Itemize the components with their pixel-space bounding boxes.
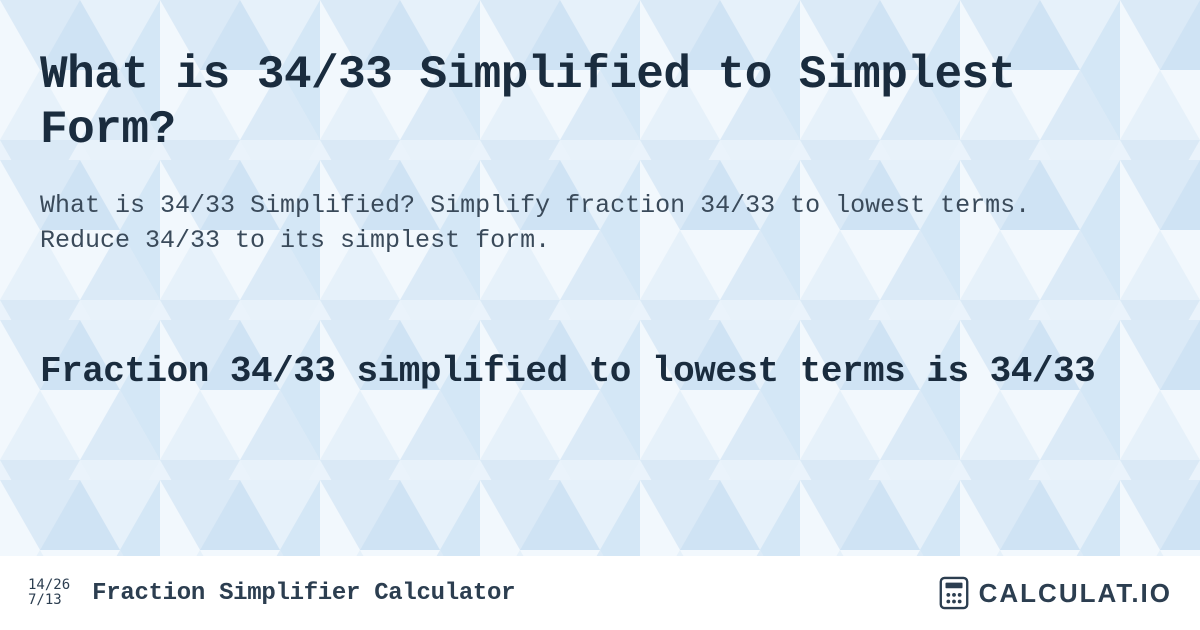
calculator-icon [937,576,971,610]
result-heading: Fraction 34/33 simplified to lowest term… [40,348,1160,397]
footer-title: Fraction Simplifier Calculator [92,580,515,607]
page-subtitle: What is 34/33 Simplified? Simplify fract… [40,188,1120,258]
main-content: What is 34/33 Simplified to Simplest For… [0,0,1200,397]
page-title: What is 34/33 Simplified to Simplest For… [40,48,1160,158]
footer-left: 14/26 7/13 Fraction Simplifier Calculato… [28,578,515,609]
brand: CALCULAT.IO [937,576,1172,610]
fraction-logo-top: 14/26 [28,578,70,593]
fraction-logo-bottom: 7/13 [28,593,70,608]
brand-text: CALCULAT.IO [979,578,1172,609]
fraction-logo-icon: 14/26 7/13 [28,578,70,609]
footer-bar: 14/26 7/13 Fraction Simplifier Calculato… [0,556,1200,630]
